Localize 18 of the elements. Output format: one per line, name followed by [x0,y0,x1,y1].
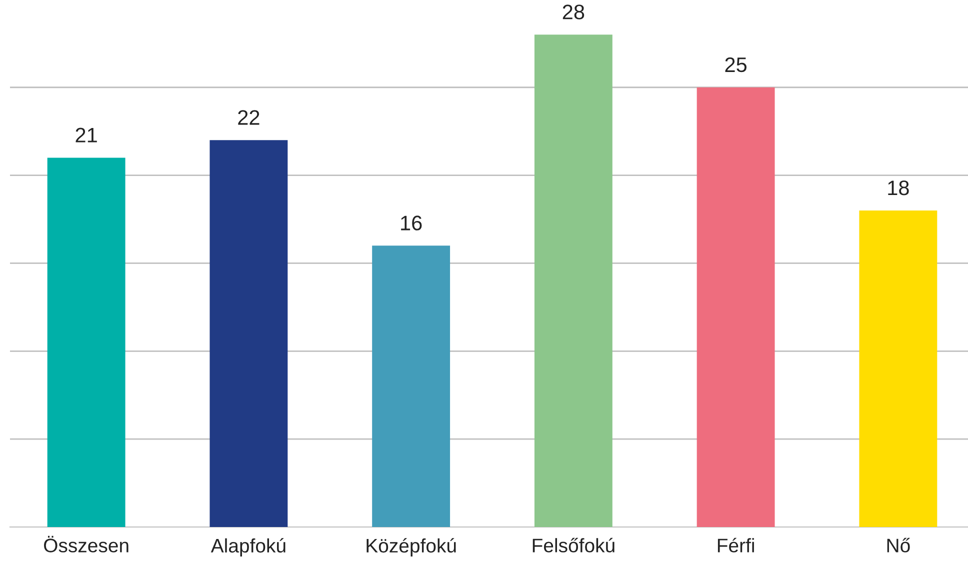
data-label: 28 [562,4,584,20]
bar [859,210,938,527]
bar [210,140,288,527]
data-label: 21 [76,128,97,142]
bar [47,158,126,527]
data-label: 22 [238,110,260,125]
data-label: 18 [888,180,909,196]
x-tick-label: Alapfokú [210,538,286,556]
bar [696,87,775,527]
x-tick-label: Felsőfokú [532,538,614,552]
x-tick-label: Összesen [44,536,128,552]
x-tick-label: Férfi [718,538,754,552]
bar [372,246,450,527]
x-tick-label: Nő [887,538,910,552]
bar [534,34,612,527]
data-label: 25 [725,57,747,72]
x-tick-label: Középfokú [366,538,456,556]
data-label: 16 [401,216,422,230]
